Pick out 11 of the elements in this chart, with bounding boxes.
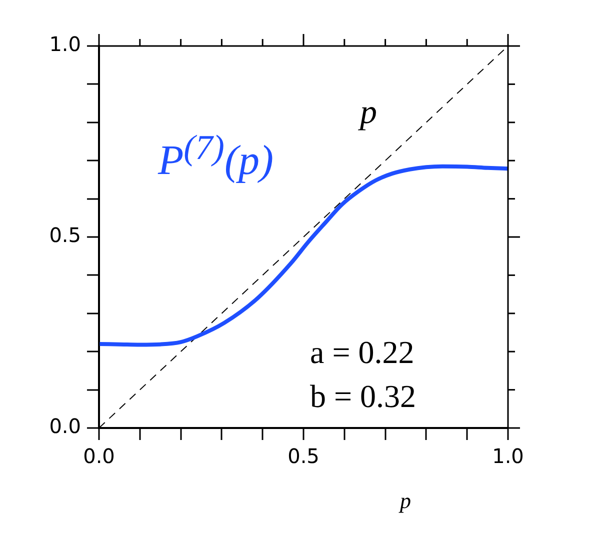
- y-tick-label: 0.5: [49, 223, 81, 248]
- annotation: a = 0.22: [310, 333, 416, 372]
- series-label: P$^{(7)}$(p): [158, 128, 274, 184]
- x-tick-label: 0.5: [288, 444, 320, 468]
- x-tick-label: 1.0: [492, 444, 524, 468]
- x-tick-label: 0.0: [83, 444, 115, 468]
- annotation: b = 0.32: [310, 377, 416, 416]
- series-label: p: [360, 94, 377, 131]
- y-tick-label: 0.0: [49, 414, 81, 438]
- y-tick-label: 1.0: [49, 32, 81, 56]
- x-axis-title: p: [400, 488, 411, 514]
